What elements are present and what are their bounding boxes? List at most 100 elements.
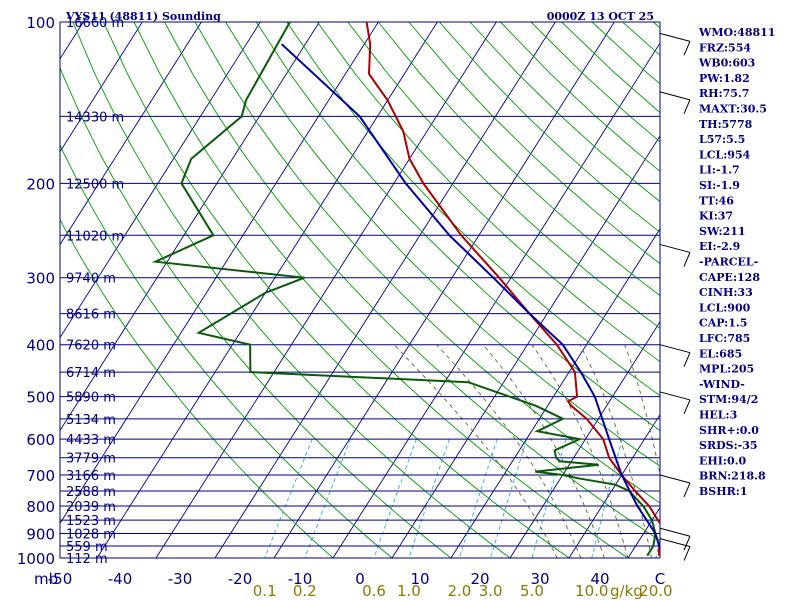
wind-barb-staff bbox=[659, 538, 691, 548]
isotherm-line bbox=[450, 228, 660, 558]
wind-barb-staff bbox=[659, 91, 691, 101]
pressure-tick-label: 800 bbox=[26, 498, 55, 516]
background-grid bbox=[0, 22, 800, 558]
index-line: BSHR:1 bbox=[699, 485, 748, 498]
mixing-ratio-line bbox=[591, 438, 623, 558]
index-line: STM:94/2 bbox=[699, 393, 758, 406]
pressure-tick-label: 700 bbox=[26, 467, 55, 485]
index-line: CINH:33 bbox=[699, 286, 753, 299]
isotherm-line bbox=[60, 22, 143, 153]
index-line: BRN:218.8 bbox=[699, 470, 766, 483]
isotherm-line bbox=[332, 42, 660, 558]
pressure-tick-label: 300 bbox=[26, 270, 55, 288]
mixing-ratio-tick-label: 1.0 bbox=[397, 582, 421, 600]
index-line: CAPE:128 bbox=[699, 271, 760, 284]
index-line: LCL:900 bbox=[699, 301, 751, 314]
height-label: 112 m bbox=[66, 552, 108, 567]
wind-barb-staff bbox=[659, 344, 691, 354]
wind-barb-flag bbox=[683, 536, 691, 551]
mixing-ratio-tick-label: 5.0 bbox=[520, 582, 544, 600]
temperature-tick-label: -40 bbox=[108, 570, 133, 588]
moist-adiabat-line bbox=[393, 344, 558, 558]
index-line: FRZ:554 bbox=[699, 41, 751, 54]
height-label: 3166 m bbox=[66, 469, 116, 484]
wind-barb-staff bbox=[659, 474, 691, 484]
index-line: L57:5.5 bbox=[699, 133, 745, 146]
height-label: 16660 m bbox=[66, 16, 124, 31]
wind-barb-staff bbox=[659, 243, 691, 253]
isotherm-line bbox=[0, 22, 24, 558]
wind-barbs bbox=[659, 32, 691, 561]
mixing-ratio-tick-label: 3.0 bbox=[479, 582, 503, 600]
pressure-tick-label: 1000 bbox=[17, 550, 55, 568]
temperature-tick-label: -20 bbox=[228, 570, 253, 588]
height-label: 14330 m bbox=[66, 110, 124, 125]
height-label: 559 m bbox=[66, 540, 108, 555]
height-label: 9740 m bbox=[66, 272, 116, 287]
wind-barb-flag bbox=[683, 99, 691, 115]
index-line: LI:-1.7 bbox=[699, 164, 740, 177]
moist-adiabat-line bbox=[579, 344, 653, 558]
height-label: 11020 m bbox=[66, 229, 124, 244]
index-line: EHI:0.0 bbox=[699, 454, 746, 467]
isobar-lines bbox=[59, 21, 661, 559]
temperature-tick-label: 10 bbox=[410, 570, 429, 588]
pressure-tick-label: 100 bbox=[26, 14, 55, 32]
dry-adiabat-line bbox=[775, 22, 800, 558]
index-line: EL:685 bbox=[699, 347, 742, 360]
temperature-tick-label: 30 bbox=[530, 570, 549, 588]
dry-adiabat-line bbox=[164, 22, 660, 542]
valid-time: 0000Z 13 OCT 25 bbox=[547, 10, 654, 23]
index-line: CAP:1.5 bbox=[699, 317, 747, 330]
index-line: RH:75.7 bbox=[699, 87, 749, 100]
moist-adiabat-line bbox=[436, 344, 582, 558]
index-line: MAXT:30.5 bbox=[699, 103, 767, 116]
isotherm-line bbox=[155, 22, 497, 558]
mixing-ratio-unit-label: g/kg bbox=[610, 582, 643, 600]
mixing-ratio-tick-label: 0.6 bbox=[362, 582, 386, 600]
mixing-ratio-tick-label: 0.2 bbox=[293, 582, 317, 600]
temperature-tick-label: -50 bbox=[48, 570, 73, 588]
isotherm-line bbox=[60, 22, 261, 339]
indices-panel: WMO:48811 FRZ:554 WB0:603 PW:1.82 RH:75.7 MAX… bbox=[698, 26, 775, 498]
mixing-ratio-line bbox=[458, 438, 498, 558]
index-line: KI:37 bbox=[699, 210, 733, 223]
height-label: 3779 m bbox=[66, 452, 116, 467]
height-label: 1028 m bbox=[66, 527, 116, 542]
isotherm-line bbox=[60, 22, 202, 246]
temperature-tick-label: 20 bbox=[470, 570, 489, 588]
height-label: 8616 m bbox=[66, 308, 116, 323]
isotherm-line bbox=[60, 22, 379, 525]
index-line: SI:-1.9 bbox=[699, 179, 740, 192]
dry-adiabat-line bbox=[103, 22, 570, 558]
index-line: SRDS:-35 bbox=[699, 439, 758, 452]
temperature-tick-label: -10 bbox=[288, 570, 313, 588]
moist-adiabat-line bbox=[666, 345, 699, 558]
mixing-ratio-line bbox=[655, 536, 660, 558]
wind-barb-staff bbox=[659, 32, 691, 42]
temperature-tick-label: -30 bbox=[168, 570, 193, 588]
wind-barb-flag bbox=[683, 41, 691, 56]
isotherm-line bbox=[214, 22, 556, 558]
index-line: -PARCEL- bbox=[699, 256, 758, 269]
mixing-ratio-tick-label: 20.0 bbox=[639, 582, 672, 600]
temperature-tick-label: 40 bbox=[590, 570, 609, 588]
wind-barb-flag bbox=[683, 352, 691, 367]
wind-barb-flag bbox=[683, 482, 691, 498]
index-line: SW:211 bbox=[699, 225, 746, 238]
index-line: SHR+:0.0 bbox=[699, 424, 759, 437]
index-line: EI:-2.9 bbox=[699, 240, 740, 253]
trace-temperature bbox=[365, 22, 660, 556]
pressure-tick-label: 600 bbox=[26, 431, 55, 449]
wind-barb-flag bbox=[683, 399, 691, 415]
index-line: PW:1.82 bbox=[699, 72, 750, 85]
trace-parcel bbox=[281, 43, 660, 549]
height-label: 5890 m bbox=[66, 391, 116, 406]
pressure-tick-label: 500 bbox=[26, 389, 55, 407]
index-line: TT:46 bbox=[699, 194, 734, 207]
pressure-tick-label: 200 bbox=[26, 175, 55, 193]
index-line: WMO:48811 bbox=[698, 26, 775, 39]
pressure-tick-label: 900 bbox=[26, 525, 55, 543]
